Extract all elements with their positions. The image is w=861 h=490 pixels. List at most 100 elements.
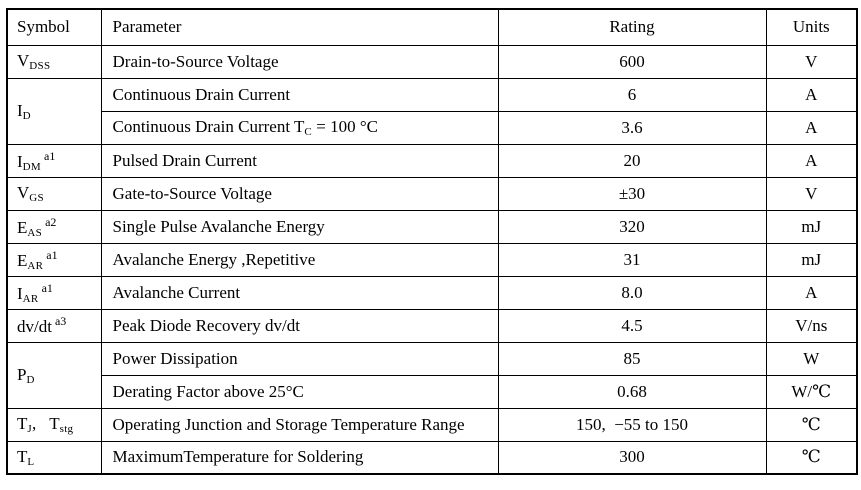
parameter-text-suffix: = 100 °C bbox=[312, 117, 378, 136]
parameter-cell: Avalanche Current bbox=[100, 275, 499, 310]
symbol-note-superscript: a1 bbox=[44, 148, 56, 163]
symbol-separator: , bbox=[31, 414, 37, 433]
symbol-base: V bbox=[17, 51, 30, 70]
symbol-subscript: DSS bbox=[29, 60, 51, 72]
table-row-pd-derating: Derating Factor above 25°C 0.68 W/℃ bbox=[7, 374, 858, 409]
symbol-cell: IARa1 bbox=[6, 275, 102, 310]
rating-cell: 150, −55 to 150 bbox=[497, 407, 767, 442]
symbol-subscript-2: stg bbox=[59, 423, 74, 435]
parameter-cell: Avalanche Energy ,Repetitive bbox=[100, 242, 499, 277]
absolute-maximum-ratings-table: Symbol Parameter Rating Units VDSS Drain… bbox=[6, 8, 858, 475]
units-cell: V bbox=[765, 176, 858, 211]
symbol-subscript: AR bbox=[27, 259, 44, 272]
symbol-cell: ID bbox=[6, 77, 102, 145]
symbol-note-superscript: a2 bbox=[45, 214, 57, 229]
parameter-cell: Derating Factor above 25°C bbox=[100, 374, 499, 409]
symbol-base: I bbox=[17, 151, 23, 171]
symbol-note-superscript: a1 bbox=[41, 280, 53, 295]
symbol-subscript: AR bbox=[22, 292, 39, 305]
symbol-cell: VDSS bbox=[6, 44, 102, 79]
units-cell: W/℃ bbox=[765, 374, 858, 409]
symbol-subscript: DM bbox=[22, 160, 41, 173]
symbol-base: I bbox=[17, 100, 23, 120]
units-cell: A bbox=[765, 143, 858, 178]
rating-cell: 6 bbox=[497, 77, 767, 112]
units-cell: V bbox=[765, 44, 858, 79]
parameter-subscript: C bbox=[304, 126, 313, 138]
symbol-subscript: J bbox=[27, 423, 32, 435]
symbol-cell: EARa1 bbox=[6, 242, 102, 277]
symbol-base: I bbox=[17, 283, 23, 303]
column-header-rating: Rating bbox=[497, 8, 767, 46]
parameter-cell: Operating Junction and Storage Temperatu… bbox=[100, 407, 499, 442]
units-cell: mJ bbox=[765, 242, 858, 277]
symbol-cell: PD bbox=[6, 341, 102, 409]
symbol-note-superscript: a3 bbox=[54, 314, 67, 328]
table-row-ear: EARa1 Avalanche Energy ,Repetitive 31 mJ bbox=[6, 242, 858, 277]
column-header-parameter: Parameter bbox=[100, 8, 499, 46]
rating-cell: 4.5 bbox=[497, 308, 767, 343]
symbol-base: T bbox=[17, 414, 28, 433]
symbol-base: P bbox=[17, 364, 27, 384]
table-row-iar: IARa1 Avalanche Current 8.0 A bbox=[6, 275, 858, 310]
parameter-cell: Power Dissipation bbox=[100, 341, 499, 376]
header-row: Symbol Parameter Rating Units bbox=[6, 8, 858, 46]
rating-cell: ±30 bbox=[497, 176, 767, 211]
table-row-vdss: VDSS Drain-to-Source Voltage 600 V bbox=[6, 44, 858, 79]
column-header-symbol: Symbol bbox=[6, 8, 102, 46]
table-row-dvdt: dv/dt a3 Peak Diode Recovery dv/dt 4.5 V/… bbox=[6, 308, 858, 343]
table-row-eas: EASa2 Single Pulse Avalanche Energy 320 … bbox=[6, 209, 858, 244]
symbol-base: dv/dt bbox=[17, 317, 52, 336]
rating-cell: 20 bbox=[497, 143, 767, 178]
table-row-idm: IDMa1 Pulsed Drain Current 20 A bbox=[6, 143, 858, 178]
column-header-units: Units bbox=[765, 8, 858, 46]
rating-cell: 31 bbox=[497, 242, 767, 277]
rating-cell: 300 bbox=[497, 440, 767, 475]
symbol-note-superscript: a1 bbox=[46, 247, 58, 262]
symbol-subscript: AS bbox=[27, 226, 43, 239]
parameter-cell: Gate-to-Source Voltage bbox=[100, 176, 499, 211]
symbol-subscript: D bbox=[22, 109, 31, 122]
symbol-cell: EASa2 bbox=[6, 209, 102, 244]
rating-cell: 8.0 bbox=[497, 275, 767, 310]
symbol-cell: IDMa1 bbox=[6, 143, 102, 178]
symbol-cell: TL bbox=[6, 440, 102, 475]
symbol-cell: TJ, Tstg bbox=[6, 407, 102, 442]
parameter-cell: Single Pulse Avalanche Energy bbox=[100, 209, 499, 244]
symbol-cell: dv/dt a3 bbox=[6, 308, 102, 343]
symbol-subscript: L bbox=[27, 455, 35, 468]
symbol-base-2: T bbox=[49, 414, 60, 433]
rating-cell: 85 bbox=[497, 341, 767, 376]
symbol-subscript: GS bbox=[29, 192, 44, 204]
table-row-vgs: VGS Gate-to-Source Voltage ±30 V bbox=[6, 176, 858, 211]
parameter-cell: Continuous Drain Current TC = 100 °C bbox=[100, 110, 499, 145]
units-cell: ℃ bbox=[765, 440, 858, 475]
table-row-id-100c: Continuous Drain Current TC = 100 °C 3.6… bbox=[7, 110, 858, 145]
rating-cell: 320 bbox=[497, 209, 767, 244]
table-row-id-25c: ID Continuous Drain Current 6 A bbox=[6, 77, 858, 145]
symbol-base: E bbox=[17, 217, 28, 237]
units-cell: A bbox=[765, 110, 858, 145]
rating-cell: 600 bbox=[497, 44, 767, 79]
units-cell: A bbox=[765, 77, 858, 112]
parameter-cell: MaximumTemperature for Soldering bbox=[100, 440, 499, 475]
parameter-cell: Continuous Drain Current bbox=[100, 77, 499, 112]
symbol-subscript: D bbox=[26, 373, 35, 386]
units-cell: mJ bbox=[765, 209, 858, 244]
symbol-base: T bbox=[17, 446, 28, 466]
rating-cell: 0.68 bbox=[497, 374, 767, 409]
parameter-cell: Peak Diode Recovery dv/dt bbox=[100, 308, 499, 343]
units-cell: A bbox=[765, 275, 858, 310]
symbol-base: E bbox=[17, 250, 28, 270]
table-row-pd-dissipation: PD Power Dissipation 85 W bbox=[6, 341, 858, 409]
symbol-base: V bbox=[17, 183, 30, 202]
symbol-cell: VGS bbox=[6, 176, 102, 211]
table-row-tj-tstg: TJ, Tstg Operating Junction and Storage T… bbox=[6, 407, 858, 442]
units-cell: V/ns bbox=[765, 308, 858, 343]
parameter-cell: Pulsed Drain Current bbox=[100, 143, 499, 178]
table-row-tl: TL MaximumTemperature for Soldering 300 … bbox=[6, 440, 858, 475]
parameter-text: Continuous Drain Current T bbox=[112, 117, 305, 136]
rating-cell: 3.6 bbox=[497, 110, 767, 145]
units-cell: W bbox=[765, 341, 858, 376]
